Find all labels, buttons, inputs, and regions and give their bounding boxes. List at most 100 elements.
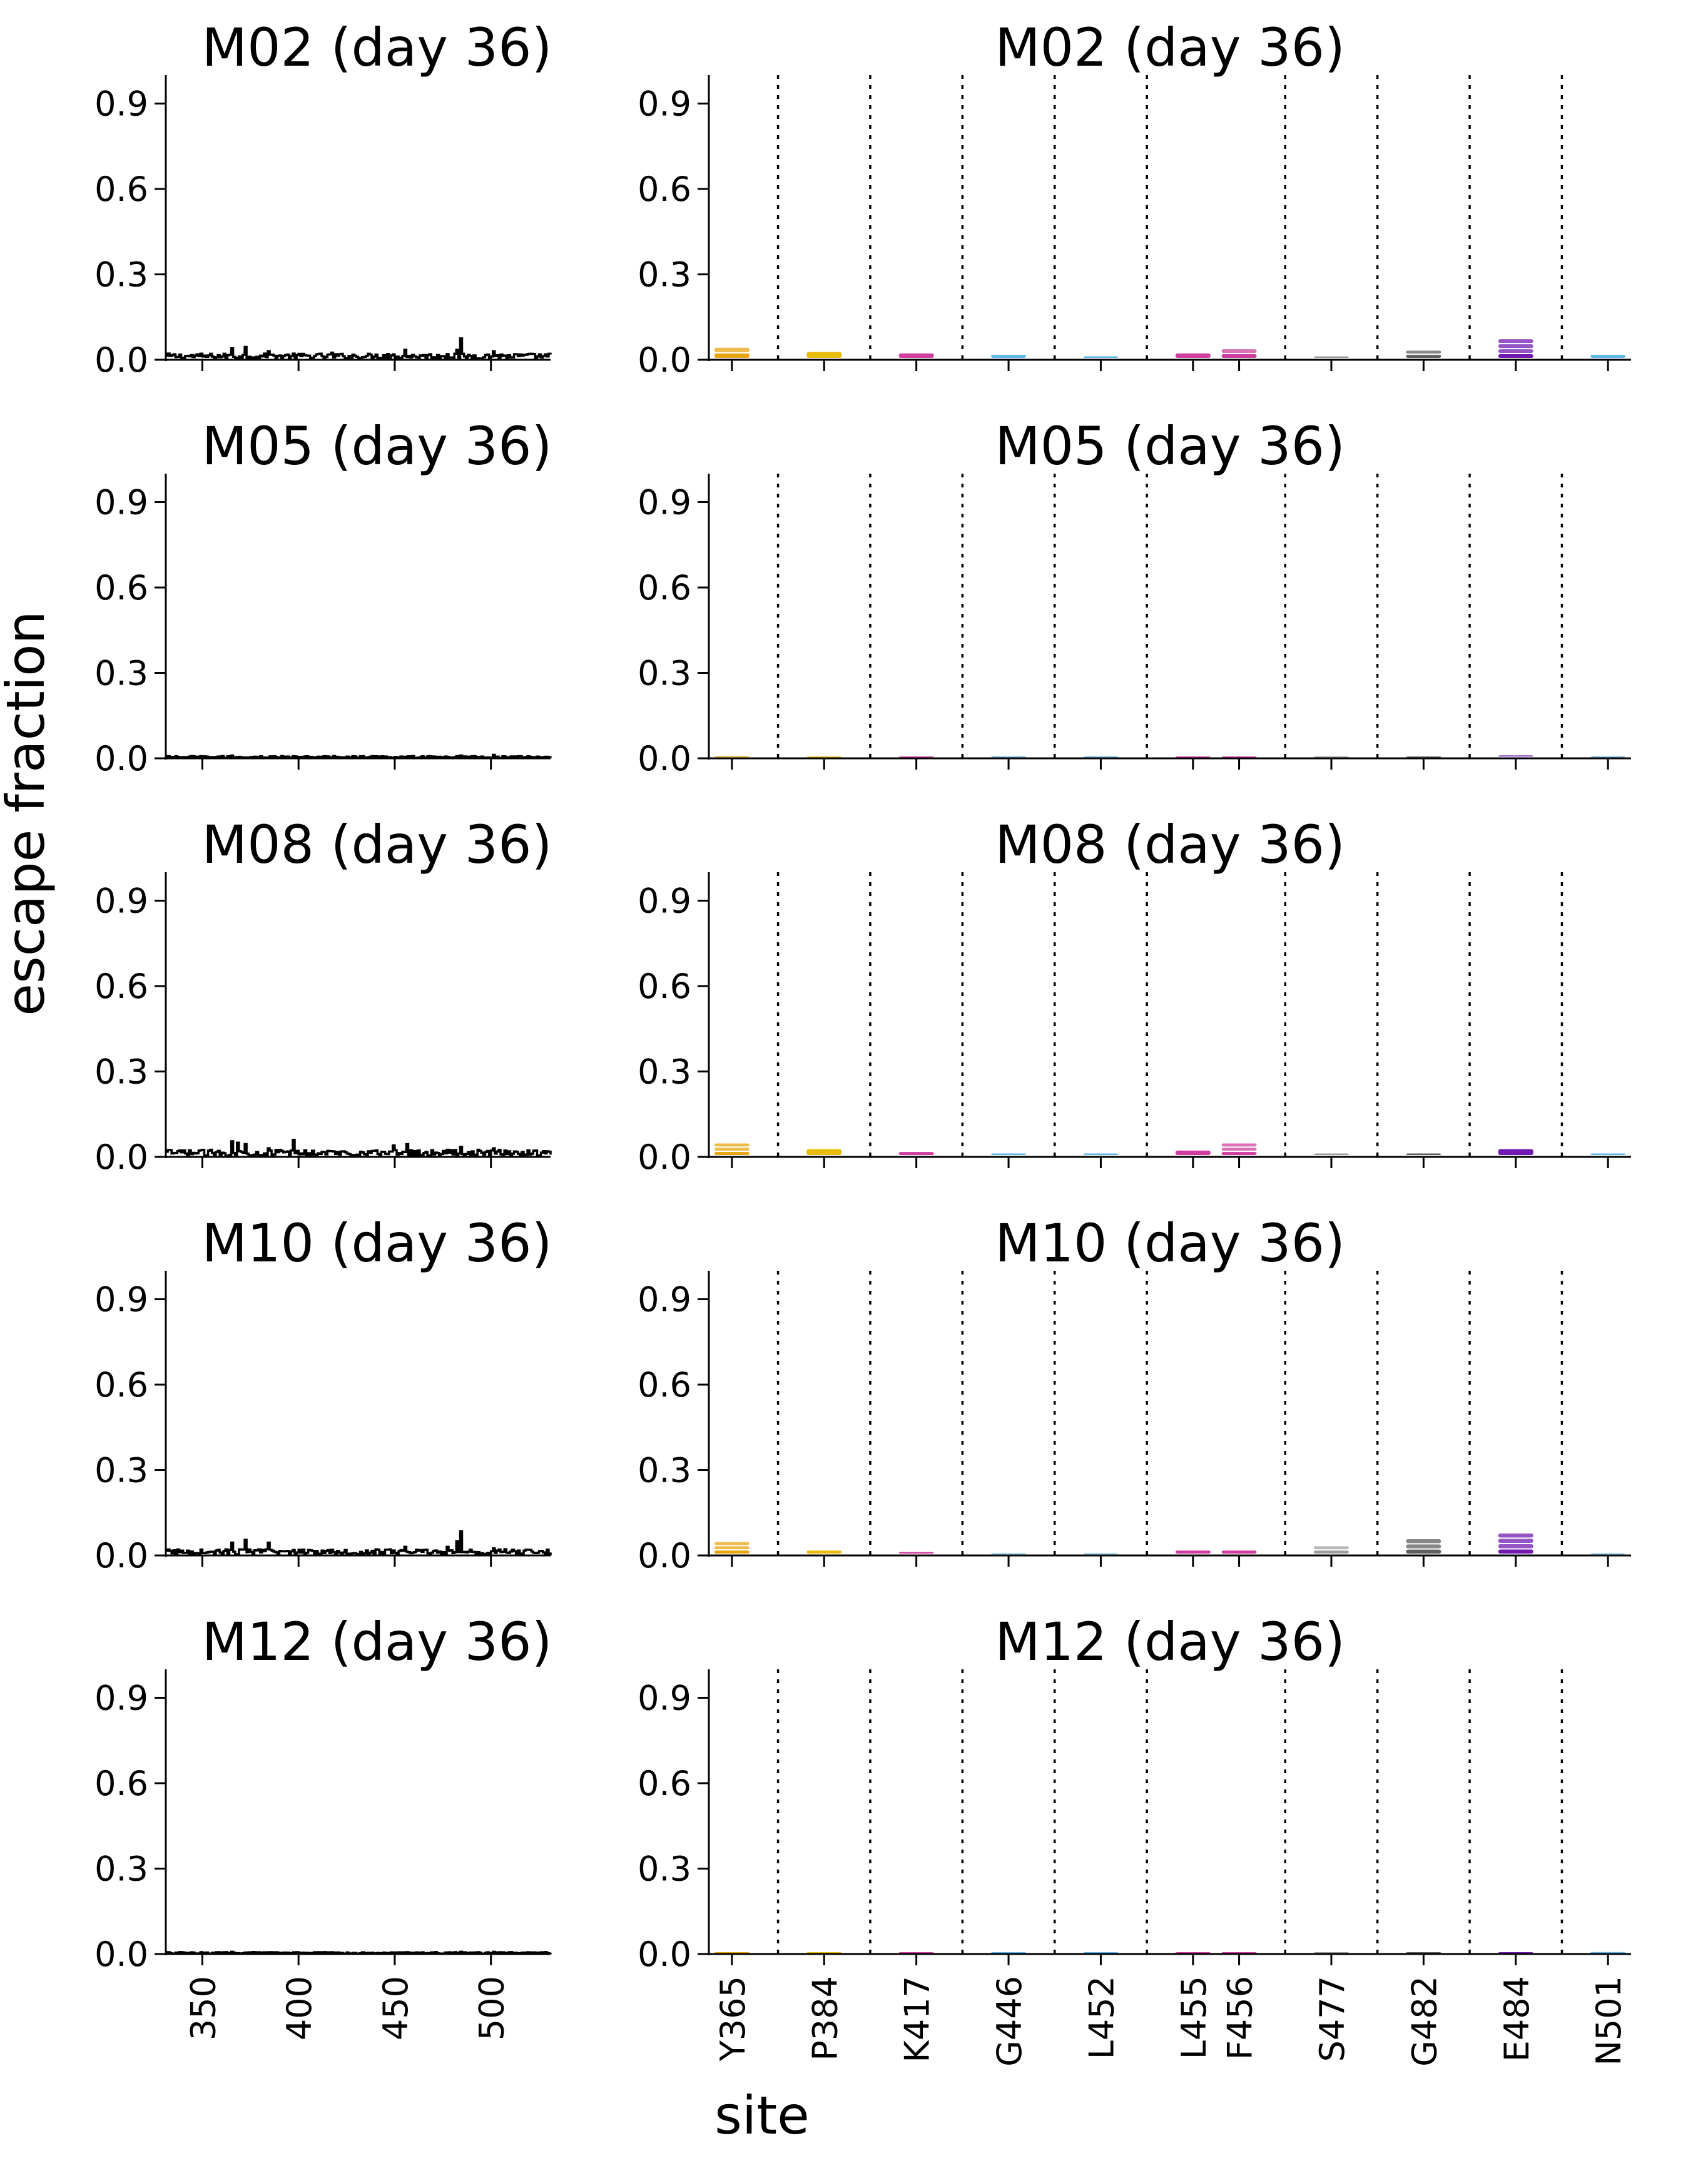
logo-letter [991,1553,1027,1555]
site-label: P384 [805,1976,845,2061]
panel-1: M05 (day 36) M05 (day 36) 0.0 0.3 0.6 0.9 0.0 0… [94,415,1631,778]
left-panel-title: M12 (day 36) [202,1611,552,1672]
logo-letter [1590,1553,1626,1555]
logo-letter [1406,1539,1441,1544]
logo-letter [714,756,750,758]
escape-line [166,1950,552,1955]
x-tick-label: 450 [376,1976,415,2040]
site-label: L455 [1174,1976,1214,2059]
y-tick-label: 0.0 [638,1935,691,1974]
y-tick-label: 0.9 [94,84,148,124]
logo-letter [898,1952,934,1953]
escape-line [166,1530,552,1556]
logo-letter [806,1149,842,1155]
x-tick-label: 350 [183,1976,223,2040]
y-tick-label: 0.6 [94,568,148,608]
logo-letter [898,756,934,758]
site-label: S477 [1313,1976,1352,2062]
y-tick-label: 0.0 [638,340,691,380]
y-tick-label: 0.3 [638,654,691,693]
site-label: G482 [1405,1976,1444,2067]
logo-letter [714,1952,750,1953]
site-label: K417 [898,1976,937,2062]
y-tick-label: 0.0 [94,1935,148,1974]
y-tick-label: 0.9 [94,483,148,522]
logo-letter [806,756,842,758]
logo-letter [1406,350,1441,354]
site-label: F456 [1221,1976,1260,2060]
logo-letter [714,1148,750,1151]
logo-letter [1221,756,1257,758]
logo-letter [1083,756,1119,758]
y-tick-label: 0.0 [638,739,691,778]
y-tick-label: 0.6 [94,967,148,1006]
logo-letter [714,353,750,358]
logo-letter [1590,355,1626,358]
site-label: L452 [1082,1976,1121,2059]
y-tick-label: 0.3 [638,255,691,295]
logo-letter [1175,1150,1211,1155]
right-panel-title: M02 (day 36) [995,17,1345,78]
y-tick-label: 0.6 [94,170,148,209]
y-tick-label: 0.0 [94,340,148,380]
logo-letter [1498,1549,1533,1554]
logo-letter [806,1550,842,1554]
y-tick-label: 0.3 [94,1052,148,1092]
x-tick-label: 400 [280,1976,319,2040]
logo-letter [1406,355,1441,358]
logo-letter [1313,1546,1349,1550]
y-tick-label: 0.9 [638,483,691,522]
logo-letter [1498,339,1533,344]
logo-letter [714,1542,750,1545]
logo-letter [1498,349,1533,354]
logo-letter [1406,1952,1441,1953]
y-tick-label: 0.6 [638,967,691,1006]
logo-letter [1221,1143,1257,1147]
y-tick-label: 0.6 [638,1764,691,1803]
y-tick-label: 0.6 [94,1764,148,1803]
logo-letter [1313,356,1349,358]
y-tick-label: 0.3 [94,1850,148,1889]
logo-letter [1221,1952,1257,1953]
logo-letter [1221,349,1257,354]
logo-letter [1498,1539,1533,1543]
y-tick-label: 0.3 [638,1451,691,1490]
logo-letter [1498,1544,1533,1549]
logo-letter [1175,353,1211,358]
escape-line [166,753,552,760]
y-tick-label: 0.9 [638,882,691,921]
y-tick-label: 0.6 [94,1365,148,1405]
logo-letter [1221,1152,1257,1155]
logo-letter [1175,1952,1211,1953]
x-tick-label: 500 [472,1976,512,2040]
y-tick-label: 0.3 [94,1451,148,1490]
y-tick-label: 0.9 [94,1679,148,1718]
logo-letter [1406,1544,1441,1549]
right-panel-title: M08 (day 36) [995,814,1345,875]
logo-letter [806,1952,842,1953]
logo-letter [714,1546,750,1550]
y-tick-label: 0.6 [638,170,691,209]
logo-letter [1498,354,1533,358]
y-tick-label: 0.3 [94,654,148,693]
y-tick-label: 0.0 [638,1137,691,1177]
left-panel-title: M08 (day 36) [202,814,552,875]
logo-letter [1498,1533,1533,1538]
right-panel-title: M10 (day 36) [995,1213,1345,1274]
logo-letter [1590,1952,1626,1953]
escape-line [166,1138,552,1157]
right-panel-title: M12 (day 36) [995,1611,1345,1672]
logo-letter [714,1152,750,1155]
y-tick-label: 0.3 [638,1052,691,1092]
right-panel-title: M05 (day 36) [995,415,1345,477]
x-axis-label: site [714,2085,810,2146]
site-label: N501 [1589,1976,1629,2065]
panel-2: M08 (day 36) M08 (day 36) 0.0 0.3 0.6 0.9 0.0 0… [94,814,1631,1177]
logo-letter [1498,755,1533,756]
logo-letter [1590,756,1626,758]
logo-letter [991,756,1027,758]
escape-line [166,337,552,360]
logo-letter [806,352,842,358]
y-tick-label: 0.9 [94,1280,148,1320]
logo-letter [1313,1952,1349,1953]
